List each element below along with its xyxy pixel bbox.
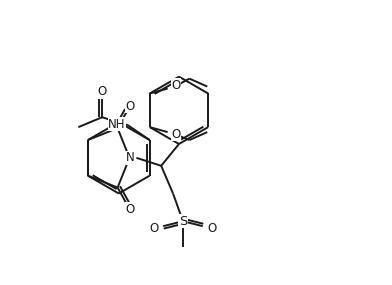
Text: O: O [172, 128, 181, 141]
Text: O: O [208, 222, 217, 235]
Text: O: O [126, 100, 135, 113]
Text: O: O [149, 222, 158, 235]
Text: O: O [126, 203, 135, 216]
Text: O: O [172, 79, 181, 92]
Text: O: O [98, 85, 107, 98]
Text: S: S [179, 215, 187, 228]
Text: NH: NH [108, 118, 126, 131]
Text: N: N [126, 151, 135, 164]
